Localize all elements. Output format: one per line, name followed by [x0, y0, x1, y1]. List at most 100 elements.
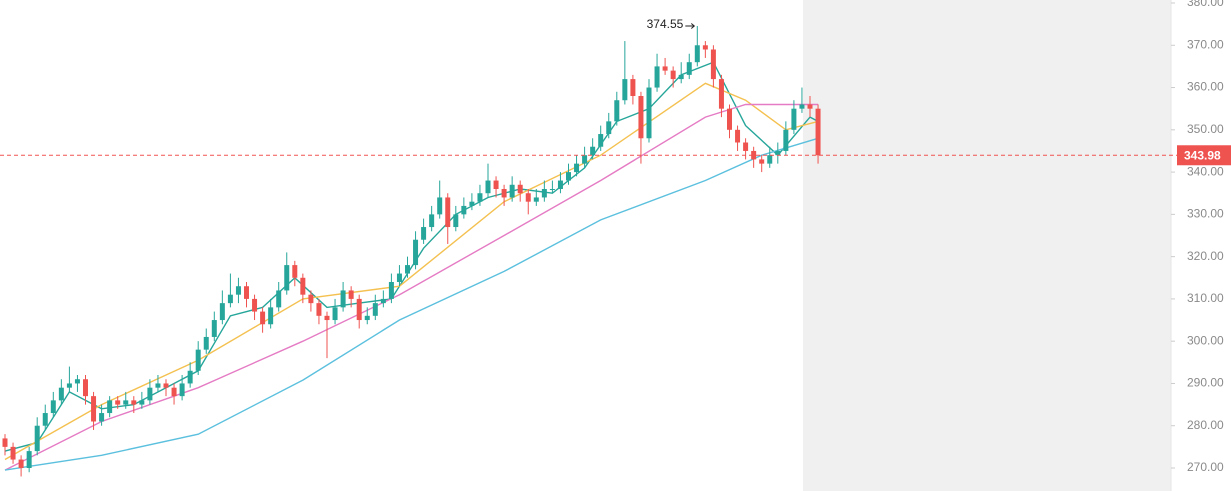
candles: [2, 26, 821, 477]
candle-body: [751, 150, 757, 160]
candle-body: [646, 87, 652, 139]
y-tick-label: 350.00: [1187, 122, 1224, 136]
candle-body: [58, 387, 64, 401]
candle-body: [292, 265, 298, 278]
candle-body: [557, 180, 563, 189]
candle-body: [413, 239, 419, 266]
candle-body: [324, 315, 330, 321]
y-tick-label: 280.00: [1187, 418, 1224, 432]
candle-body: [598, 134, 604, 147]
candle-body: [606, 121, 612, 135]
y-tick-label: 330.00: [1187, 207, 1224, 221]
candle-body: [727, 108, 732, 130]
candle-body: [590, 146, 596, 156]
high-label: 374.55: [647, 17, 684, 31]
candle-body: [340, 290, 346, 308]
candle-body: [493, 180, 499, 189]
candle-body: [775, 150, 781, 156]
candle-body: [622, 79, 628, 101]
candle-body: [50, 400, 56, 414]
y-tick-label: 270.00: [1187, 460, 1224, 474]
candle-body: [469, 201, 475, 206]
candle-body: [678, 74, 684, 80]
candle-body: [429, 214, 435, 228]
candle-body: [791, 108, 797, 130]
candle-body: [83, 379, 88, 397]
candle-body: [380, 298, 386, 304]
y-tick-label: 320.00: [1187, 249, 1224, 263]
candle-body: [445, 197, 451, 228]
y-tick-label: 340.00: [1187, 164, 1224, 178]
candle-body: [131, 400, 137, 405]
candle-body: [694, 45, 700, 63]
candle-body: [702, 45, 708, 50]
candle-body: [670, 70, 676, 80]
candle-body: [477, 193, 483, 202]
candle-body: [614, 100, 620, 122]
candle-body: [115, 400, 121, 405]
candle-body: [308, 294, 314, 304]
high-arrow: [685, 23, 696, 29]
y-tick-label: 360.00: [1187, 80, 1224, 94]
y-tick-label: 290.00: [1187, 376, 1224, 390]
candle-body: [638, 96, 644, 139]
candle-body: [509, 184, 515, 198]
candle-body: [219, 303, 225, 321]
candle-body: [799, 104, 805, 109]
candle-body: [99, 413, 105, 422]
candle-body: [2, 438, 8, 447]
candle-body: [718, 79, 724, 109]
last-price-label: 343.98: [1184, 148, 1221, 162]
candle-body: [815, 108, 821, 156]
candle-body: [34, 425, 40, 452]
candle-body: [268, 307, 274, 325]
candle-body: [179, 383, 185, 397]
candle-body: [654, 66, 660, 88]
last-price-box: [1177, 145, 1231, 166]
candle-body: [155, 383, 161, 388]
candle-body: [783, 129, 789, 151]
candle-body: [10, 446, 16, 460]
y-tick-label: 380.00: [1187, 0, 1224, 9]
candle-body: [767, 155, 773, 164]
future-area: [803, 0, 1171, 491]
moving-average-line: [4, 103, 819, 471]
candle-body: [582, 155, 588, 164]
candle-body: [662, 66, 668, 71]
candle-body: [91, 396, 97, 422]
candle-body: [252, 298, 258, 312]
candle-body: [300, 277, 306, 295]
candle-body: [74, 379, 80, 384]
candle-body: [501, 189, 507, 198]
moving-average-line: [4, 61, 819, 452]
candle-body: [260, 311, 266, 325]
candle-body: [356, 298, 362, 321]
candle-body: [517, 184, 523, 194]
candle-body: [244, 286, 249, 299]
candle-body: [541, 189, 547, 198]
candle-body: [574, 163, 580, 173]
candle-body: [759, 159, 765, 164]
candle-body: [372, 303, 378, 316]
candle-body: [533, 197, 539, 202]
candle-body: [710, 49, 716, 80]
candle-body: [396, 273, 402, 282]
candle-body: [284, 265, 290, 291]
candle-body: [735, 129, 741, 143]
candle-body: [807, 104, 813, 109]
y-tick-label: 300.00: [1187, 333, 1224, 347]
candle-body: [405, 265, 410, 274]
candle-body: [525, 193, 531, 202]
candle-body: [316, 303, 322, 316]
candle-body: [348, 290, 354, 299]
candle-body: [630, 79, 636, 96]
y-tick-label: 310.00: [1187, 291, 1224, 305]
candle-body: [566, 172, 571, 181]
candle-body: [437, 197, 443, 215]
candle-body: [203, 336, 209, 350]
candle-body: [461, 205, 467, 215]
candle-body: [123, 400, 129, 405]
candle-body: [26, 451, 32, 468]
candle-body: [743, 142, 749, 151]
